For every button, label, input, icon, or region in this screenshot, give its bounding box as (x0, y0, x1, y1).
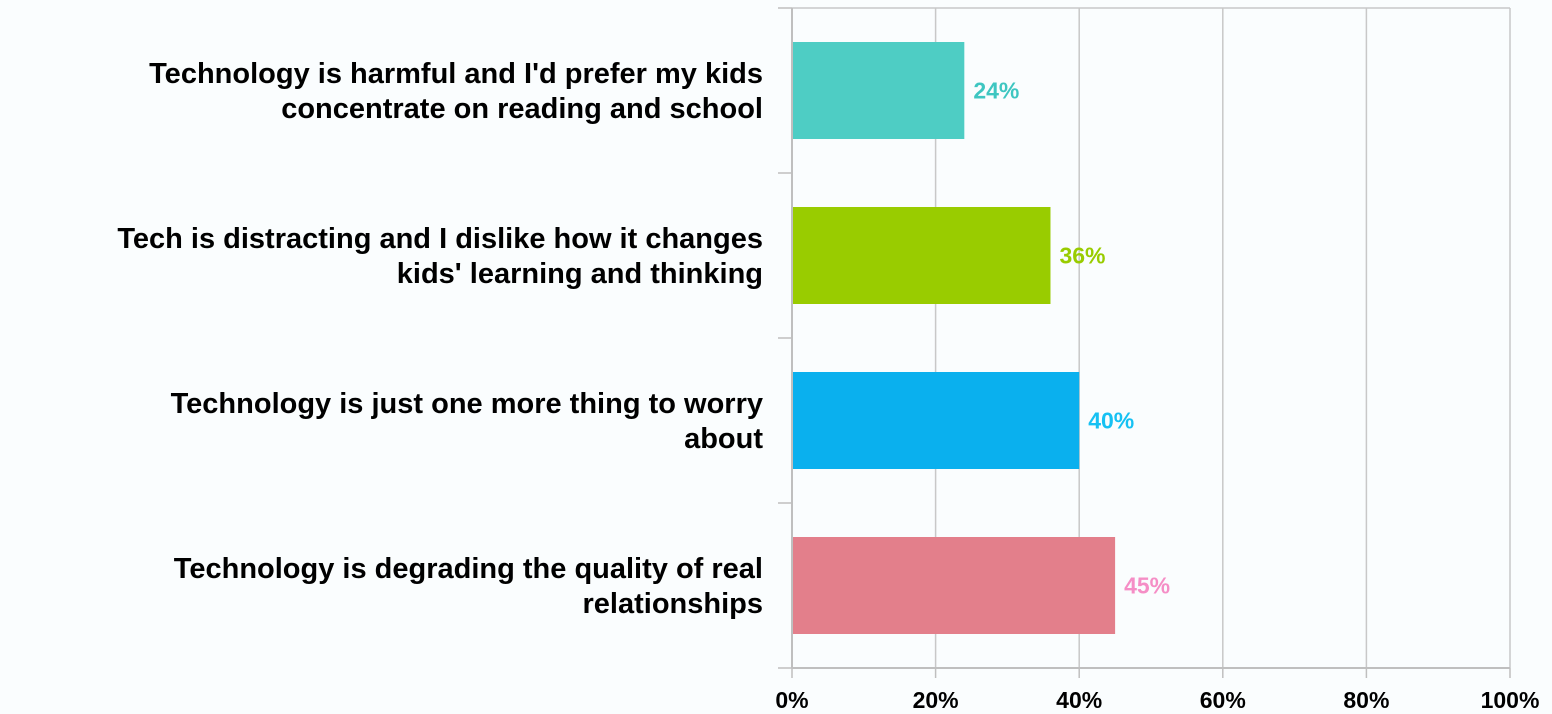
category-label-line: Technology is harmful and I'd prefer my … (149, 58, 763, 90)
category-label: Technology is degrading the quality of r… (174, 553, 763, 620)
category-label: Technology is harmful and I'd prefer my … (149, 58, 763, 125)
category-label-line: kids' learning and thinking (397, 258, 763, 290)
bars (792, 42, 1116, 634)
category-label-line: Tech is distracting and I dislike how it… (117, 223, 763, 255)
category-label-line: concentrate on reading and school (281, 93, 763, 125)
category-label-line: Technology is degrading the quality of r… (174, 553, 763, 585)
data-label: 45% (1124, 573, 1170, 599)
x-tick-label: 60% (1200, 687, 1246, 713)
data-label: 36% (1059, 243, 1105, 269)
data-label: 24% (973, 78, 1019, 104)
category-label: Technology is just one more thing to wor… (171, 388, 764, 455)
bar (792, 42, 965, 139)
category-label: Tech is distracting and I dislike how it… (117, 223, 763, 290)
x-tick-label: 80% (1343, 687, 1389, 713)
axes (778, 7, 1511, 678)
x-tick-label: 20% (913, 687, 959, 713)
labels: 24% Technology is harmful and I'd prefer … (117, 58, 1539, 713)
category-label-line: Technology is just one more thing to wor… (171, 388, 763, 420)
x-tick-label: 0% (775, 687, 808, 713)
bar (792, 207, 1051, 304)
bar (792, 372, 1080, 469)
data-label: 40% (1088, 408, 1134, 434)
category-label-line: relationships (583, 588, 764, 620)
bar (792, 537, 1116, 634)
x-tick-label: 40% (1056, 687, 1102, 713)
x-tick-label: 100% (1481, 687, 1540, 713)
category-label-line: about (684, 423, 763, 455)
